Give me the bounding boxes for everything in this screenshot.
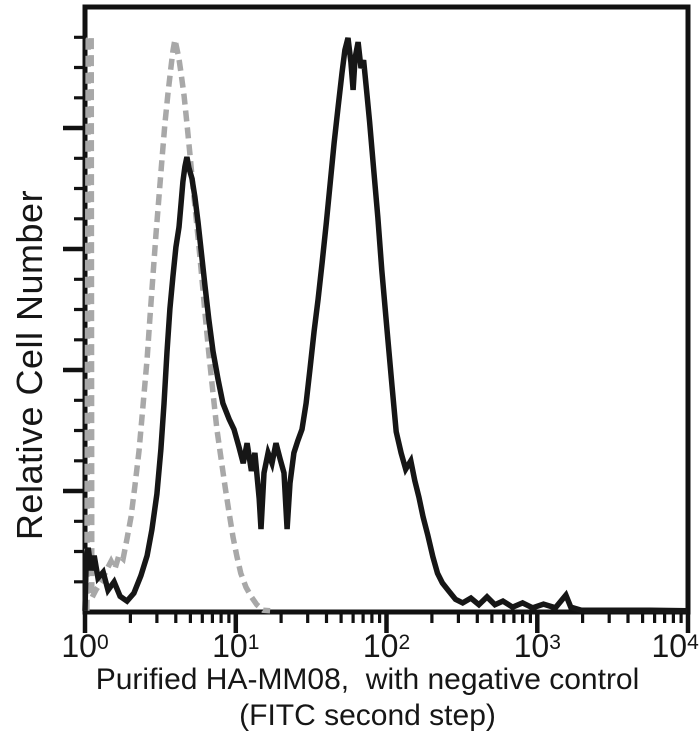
- y-axis-major-ticks: [63, 125, 85, 494]
- y-axis-label: Relative Cell Number: [9, 189, 50, 541]
- sample-trace-solid-black: [82, 37, 688, 614]
- x-axis-major-ticks: [82, 612, 691, 633]
- x-axis-caption-line1: Purified HA-MM08, with negative control: [95, 663, 640, 696]
- x-tick-label-1e2: 102: [362, 628, 411, 664]
- y-axis-minor-ticks: [74, 35, 85, 584]
- x-tick-label-1e1: 101: [212, 628, 260, 664]
- x-tick-label-1e0: 100: [61, 628, 109, 664]
- x-tick-label-1e3: 103: [513, 628, 561, 664]
- x-axis-minor-ticks: [128, 612, 683, 623]
- control-trace-dashed-gray: [84, 28, 271, 614]
- x-tick-label-1e4: 104: [651, 628, 699, 664]
- x-axis-caption-line2: (FITC second step): [239, 699, 496, 732]
